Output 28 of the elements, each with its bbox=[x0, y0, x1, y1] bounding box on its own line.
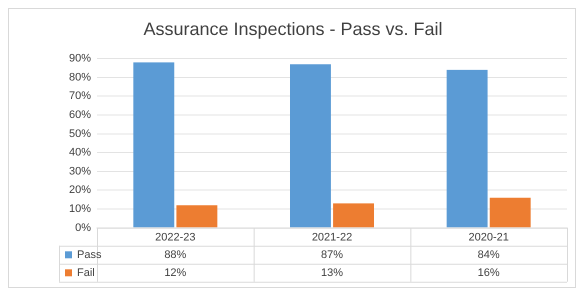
x-tick-label: 2021-22 bbox=[312, 231, 352, 244]
bar bbox=[490, 198, 531, 228]
y-tick-label: 90% bbox=[68, 52, 92, 65]
x-tick-label: 2022-23 bbox=[155, 231, 196, 244]
bar bbox=[133, 62, 174, 228]
y-tick-label: 0% bbox=[75, 222, 92, 234]
data-label: 84% bbox=[478, 248, 500, 261]
data-label: 88% bbox=[164, 248, 187, 261]
data-label: 87% bbox=[320, 248, 344, 261]
bar bbox=[333, 203, 374, 228]
bar bbox=[290, 64, 331, 228]
data-label: 12% bbox=[164, 266, 187, 279]
data-label: 16% bbox=[478, 266, 500, 279]
bar bbox=[446, 70, 488, 228]
y-tick-label: 30% bbox=[68, 165, 92, 178]
legend-label: Fail bbox=[77, 266, 95, 279]
y-tick-label: 20% bbox=[68, 184, 92, 196]
y-tick-label: 50% bbox=[68, 128, 92, 140]
chart-title: Assurance Inspections - Pass vs. Fail bbox=[143, 18, 443, 39]
y-tick-label: 40% bbox=[68, 146, 92, 159]
data-label: 13% bbox=[320, 266, 344, 279]
x-tick-label: 2020-21 bbox=[468, 231, 509, 244]
y-tick-label: 70% bbox=[68, 90, 92, 102]
y-tick-label: 60% bbox=[68, 109, 92, 122]
y-tick-label: 10% bbox=[68, 203, 92, 216]
bar bbox=[176, 205, 218, 228]
legend-label: Pass bbox=[77, 248, 102, 261]
y-tick-label: 80% bbox=[68, 71, 92, 84]
